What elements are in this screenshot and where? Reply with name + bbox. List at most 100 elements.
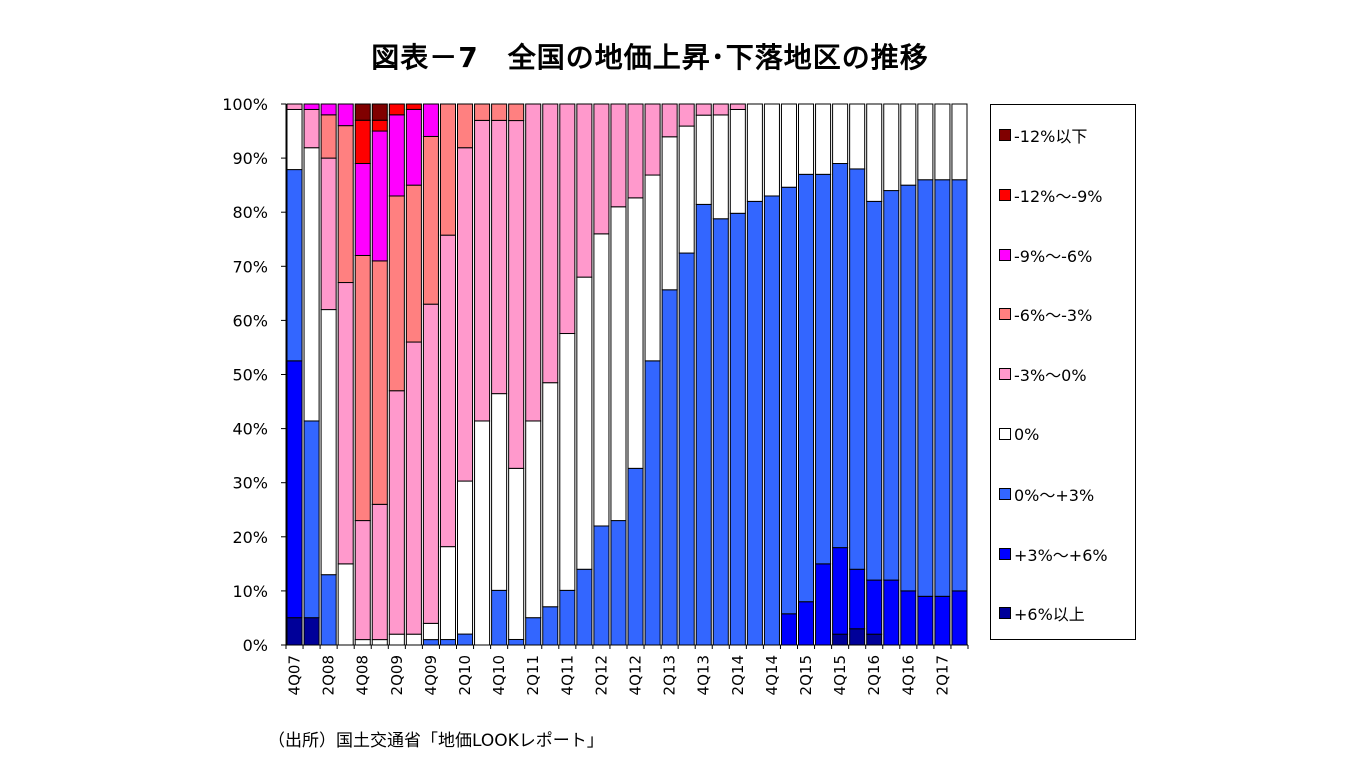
bar-segment-4Q07-s3	[286, 108, 303, 171]
bar-segment-2Q11-s2	[525, 617, 542, 646]
bar-segment-4Q15-s1	[832, 547, 849, 635]
legend-swatch	[999, 428, 1011, 440]
bar-segment-1Q13-s3	[644, 174, 661, 362]
bar-segment-3Q08-s3	[337, 563, 354, 646]
bar-segment-4Q08-s6	[354, 163, 371, 256]
bar-segment-3Q13-s2	[678, 252, 695, 646]
plot-area	[286, 104, 968, 645]
bar-segment-2Q09-s3	[388, 633, 405, 646]
bar-segment-3Q13-s4	[678, 103, 695, 127]
bar-segment-2Q15-s2	[798, 173, 815, 603]
bar-segment-2Q13-s3	[661, 136, 678, 291]
bar-segment-2Q10-s4	[457, 147, 474, 482]
x-tick-label-10: 4Q12	[627, 655, 645, 695]
bar-segment-4Q11-s4	[559, 103, 576, 335]
bar-segment-1Q16-s3	[849, 103, 866, 170]
bar-segment-1Q10-s4	[439, 234, 457, 548]
y-tick-label-9: 90%	[232, 149, 268, 168]
bar-segment-2Q12-s4	[593, 103, 610, 235]
legend-label: 0%	[1014, 424, 1040, 444]
x-tick-label-17: 2Q16	[865, 655, 883, 695]
bar-segment-1Q16-s2	[849, 168, 866, 570]
bar-segment-3Q08-s6	[337, 103, 354, 127]
y-tick-label-6: 60%	[232, 311, 268, 330]
bar-segment-3Q13-s3	[678, 125, 695, 254]
bar-segment-1Q08-s6	[303, 103, 320, 110]
bar-segment-4Q09-s4	[422, 303, 439, 624]
x-tick-label-16: 4Q15	[831, 655, 849, 695]
bar-segment-3Q14-s2	[746, 200, 763, 646]
legend-item-7: +3%～+6%	[999, 544, 1108, 565]
bar-segment-1Q17-s3	[917, 103, 934, 181]
legend-item-6: 0%～+3%	[999, 484, 1094, 505]
bar-segment-2Q15-s1	[798, 601, 815, 646]
bar-segment-4Q08-s7	[354, 119, 371, 165]
bar-segment-3Q09-s7	[405, 103, 422, 110]
bar-segment-3Q12-s3	[610, 206, 627, 522]
bar-segment-4Q16-s1	[900, 590, 917, 646]
legend-item-0: -12%以下	[999, 125, 1087, 146]
bar-segment-3Q10-s5	[474, 103, 491, 121]
bar-segment-3Q14-s3	[746, 103, 763, 202]
bar-segment-1Q11-s3	[508, 467, 525, 640]
y-tick-label-8: 80%	[232, 203, 268, 222]
x-tick-label-0: 4Q07	[286, 655, 304, 695]
bar-segment-1Q10-s3	[439, 546, 457, 641]
bar-segment-1Q09-s3	[371, 639, 388, 646]
bar-segment-4Q09-s5	[422, 135, 439, 305]
bar-segment-2Q09-s4	[388, 390, 405, 635]
bar-segment-4Q10-s2	[491, 589, 508, 646]
bar-segment-3Q11-s4	[542, 103, 559, 384]
bar-segment-1Q16-s1	[849, 568, 866, 630]
bar-segment-3Q10-s4	[474, 119, 491, 422]
bar-segment-3Q09-s6	[405, 108, 422, 186]
legend-swatch	[999, 547, 1011, 560]
legend: -12%以下 -12%～-9% -9%～-6% -6%～-3% -3%～0% 0% 0%～+…	[990, 104, 1136, 640]
y-tick-label-3: 30%	[232, 474, 268, 493]
bar-segment-3Q12-s2	[610, 520, 627, 646]
bar-segment-1Q09-s5	[371, 260, 388, 505]
chart-title: 図表－7 全国の地価上昇･下落地区の推移	[371, 41, 929, 74]
bar-segment-4Q07-s1	[286, 360, 303, 619]
x-tick-label-8: 4Q11	[558, 655, 576, 695]
legend-swatch	[999, 188, 1011, 201]
bar-segment-1Q14-s2	[712, 218, 729, 646]
bar-segment-1Q17-s1	[917, 595, 934, 646]
legend-label: -3%～0%	[1014, 366, 1087, 386]
bar-segment-4Q08-s3	[354, 639, 371, 646]
bar-segment-4Q09-s2	[422, 639, 439, 646]
bar-segment-3Q16-s1	[883, 579, 900, 646]
bar-segment-2Q16-s2	[866, 200, 883, 581]
x-tick-label-12: 4Q13	[695, 655, 713, 695]
bar-segment-2Q09-s5	[388, 195, 405, 392]
bar-segment-4Q08-s8	[354, 103, 371, 121]
bar-segment-2Q08-s5	[320, 114, 337, 159]
x-tick-label-1: 2Q08	[320, 655, 338, 695]
bar-segment-1Q10-s5	[439, 103, 457, 236]
y-tick-label-7: 70%	[232, 257, 268, 276]
bar-segment-4Q11-s2	[559, 589, 576, 646]
legend-item-1: -12%～-9%	[999, 185, 1103, 206]
bar-segment-1Q09-s8	[371, 103, 388, 121]
x-tick-label-5: 2Q10	[456, 655, 474, 695]
bar-segment-2Q14-s2	[729, 212, 746, 646]
legend-label: +3%～+6%	[1014, 545, 1108, 565]
legend-swatch	[999, 607, 1011, 620]
bar-segment-4Q16-s3	[900, 103, 917, 186]
bar-segment-4Q15-s3	[832, 103, 849, 165]
bar-segment-1Q10-s2	[439, 639, 457, 646]
bar-segment-1Q09-s4	[371, 503, 388, 641]
bar-segment-4Q13-s2	[695, 203, 712, 646]
bar-segment-4Q12-s4	[627, 103, 644, 199]
y-tick-label-10: 100%	[222, 95, 268, 114]
x-tick-label-13: 2Q14	[729, 655, 747, 695]
x-tick-label-14: 4Q14	[763, 655, 781, 695]
x-tick-label-3: 2Q09	[388, 655, 406, 695]
bar-segment-1Q09-s6	[371, 130, 388, 262]
bar-segment-4Q13-s4	[695, 103, 712, 116]
bar-segment-4Q08-s5	[354, 254, 371, 522]
bar-segment-4Q14-s3	[763, 103, 780, 197]
bar-segment-2Q17-s3	[934, 103, 951, 181]
bar-segment-4Q14-s2	[763, 195, 780, 646]
